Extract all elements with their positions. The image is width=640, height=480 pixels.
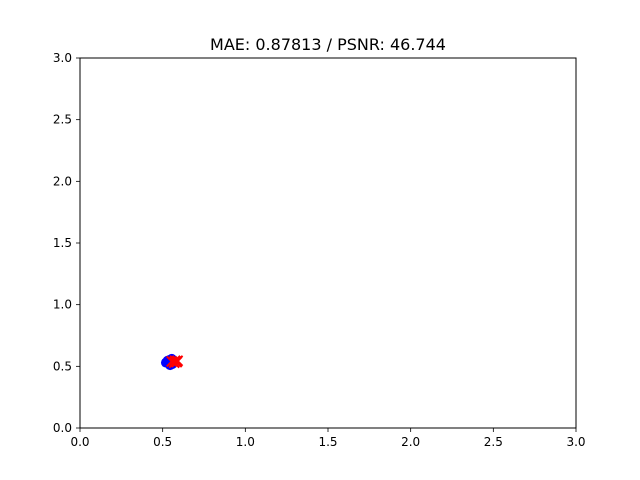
y-tick-label: 0.0 (53, 421, 72, 435)
x-point (168, 356, 180, 369)
x-point-stroke (171, 356, 183, 368)
y-tick-label: 1.0 (53, 298, 72, 312)
y-tick-label: 2.0 (53, 174, 72, 188)
x-tick-label: 1.0 (236, 435, 255, 449)
x-tick-label: 2.0 (401, 435, 420, 449)
x-tick-label: 2.5 (484, 435, 503, 449)
x-tick-label: 1.5 (318, 435, 337, 449)
x-tick-label: 3.0 (566, 435, 585, 449)
y-tick-label: 1.5 (53, 236, 72, 250)
y-tick-label: 2.5 (53, 113, 72, 127)
y-tick-label: 3.0 (53, 51, 72, 65)
y-tick-label: 0.5 (53, 359, 72, 373)
plot-area-frame (79, 57, 577, 429)
chart-title: MAE: 0.87813 / PSNR: 46.744 (210, 35, 446, 54)
x-axis: 0.0 0.5 1.0 1.5 2.0 2.5 3.0 (70, 428, 586, 449)
data-points (160, 353, 184, 371)
x-tick-label: 0.0 (70, 435, 89, 449)
y-axis: 0.0 0.5 1.0 1.5 2.0 2.5 3.0 (53, 51, 80, 435)
x-tick-label: 0.5 (153, 435, 172, 449)
x-point-stroke (168, 356, 180, 369)
x-point (171, 356, 183, 368)
